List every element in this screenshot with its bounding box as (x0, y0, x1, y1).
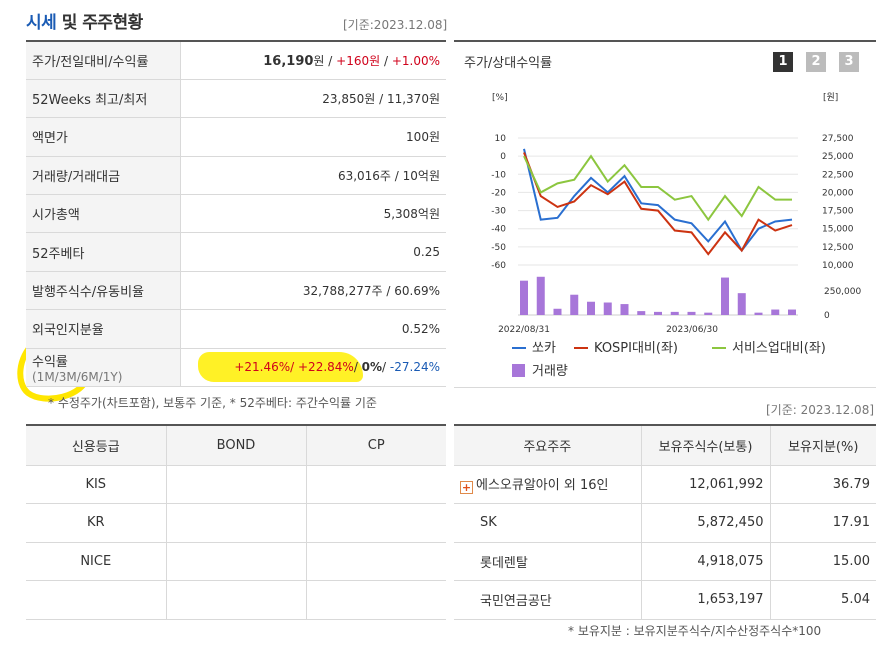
column-header: 보유지분(%) (770, 425, 876, 466)
volume-bar (687, 311, 696, 315)
volume-bar (788, 309, 796, 315)
table-row: 수익률 (1M/3M/6M/1Y) +21.46%/ +22.84%/ 0%/ -… (26, 348, 446, 388)
chart-tab-3[interactable]: 3 (839, 52, 859, 72)
right-tick-label: 10,000 (822, 261, 854, 271)
table-row: SK 5,872,450 17.91 (454, 503, 876, 543)
left-axis-unit: [%] (492, 93, 508, 103)
credit-rating-table: 신용등급 BOND CP KIS KR NICE (26, 424, 446, 620)
legend-label: 서비스업대비(좌) (732, 341, 826, 356)
table-row: 롯데렌탈 4,918,075 15.00 (454, 542, 876, 581)
volume-tick-label: 250,000 (824, 287, 861, 297)
left-tick-label: 10 (495, 134, 507, 144)
holder-name: SK (454, 503, 642, 543)
return-label: 수익률 (32, 354, 68, 370)
table-row: + 에스오큐알아이 외 16인 12,061,992 36.79 (454, 465, 876, 504)
right-tick-label: 15,000 (822, 225, 854, 235)
chart-tab-1[interactable]: 1 (773, 52, 793, 72)
right-tick-label: 17,500 (822, 207, 854, 217)
holders-reference-date: [기준: 2023.12.08] (766, 403, 875, 417)
right-tick-label: 12,500 (822, 243, 854, 253)
table-row: 액면가 100원 (26, 117, 446, 157)
price-info-table: 주가/전일대비/수익률 16,190원 / +160원 / +1.00% 52W… (26, 40, 446, 388)
table-header-row: 주요주주 보유주식수(보통) 보유지분(%) (454, 425, 876, 466)
table-row: 발행주식수/유동비율 32,788,277주 / 60.69% (26, 271, 446, 311)
volume-bar (603, 302, 612, 315)
chart-tab-2[interactable]: 2 (806, 52, 826, 72)
volume-bar (587, 301, 595, 315)
volume-bar (637, 311, 646, 315)
table-row: NICE (26, 542, 446, 581)
x-tick-label: 2023/06/30 (666, 325, 718, 335)
series-line (523, 154, 792, 222)
table-row: 국민연금공단 1,653,197 5.04 (454, 580, 876, 620)
holder-name: 국민연금공단 (454, 580, 642, 620)
volume-tick-label: 0 (824, 311, 830, 321)
right-tick-label: 27,500 (822, 134, 854, 144)
expand-plus-icon[interactable]: + (460, 481, 473, 495)
table-row: 거래량/거래대금 63,016주 / 10억원 (26, 156, 446, 196)
holder-name: 롯데렌탈 (454, 542, 642, 581)
volume-bar (570, 294, 579, 315)
x-tick-label: 2022/08/31 (498, 325, 550, 335)
holder-name: 에스오큐알아이 외 16인 (476, 478, 609, 494)
column-header: CP (306, 425, 446, 466)
major-shareholders-table: 주요주주 보유주식수(보통) 보유지분(%) + 에스오큐알아이 외 16인 12… (454, 424, 876, 620)
table-row: KR (26, 503, 446, 543)
table-row: 52주베타 0.25 (26, 232, 446, 272)
holders-note: * 보유지분 : 보유지분주식수/지수산정주식수*100 (568, 624, 822, 638)
price-change: +160원 (336, 53, 381, 68)
table-row: KIS (26, 465, 446, 504)
right-axis-unit: [원] (823, 92, 838, 103)
legend-label: KOSPI대비(좌) (594, 341, 678, 356)
volume-bar (737, 293, 746, 315)
left-tick-label: -20 (491, 188, 506, 198)
column-header: BOND (166, 425, 307, 466)
row-label: 주가/전일대비/수익률 (26, 41, 181, 80)
table-row: 외국인지분율 0.52% (26, 309, 446, 349)
volume-bar (620, 304, 629, 315)
return-period-label: (1M/3M/6M/1Y) (32, 369, 123, 384)
price-table-note: * 수정주가(차트포함), 보통주 기준, * 52주베타: 주간수익률 기준 (48, 396, 377, 410)
volume-bar (553, 308, 562, 315)
volume-bar (721, 277, 729, 315)
legend-label: 쏘카 (532, 341, 556, 356)
left-tick-label: -10 (491, 170, 506, 180)
table-header-row: 신용등급 BOND CP (26, 425, 446, 466)
left-tick-label: 0 (500, 152, 506, 162)
column-header: 보유주식수(보통) (641, 425, 771, 466)
right-tick-label: 25,000 (822, 152, 854, 162)
legend-swatch (512, 364, 525, 377)
right-tick-label: 22,500 (822, 170, 854, 180)
volume-bar (520, 280, 528, 315)
table-row: 시가총액 5,308억원 (26, 194, 446, 234)
volume-bar (754, 312, 763, 315)
table-row: 주가/전일대비/수익률 16,190원 / +160원 / +1.00% (26, 41, 446, 80)
page-title: 시세 및 주주현황 (26, 13, 143, 33)
series-line (523, 152, 793, 256)
column-header: 신용등급 (26, 425, 167, 466)
price-chart: [%] [원] 10 0 -10 -20 -30 -40 -50 -60 27,500 25,0… (491, 92, 861, 379)
left-tick-label: -60 (491, 261, 506, 271)
price-rate: +1.00% (391, 53, 440, 68)
right-tick-label: 20,000 (822, 188, 854, 198)
volume-bar (654, 311, 662, 315)
left-tick-label: -30 (491, 207, 506, 217)
table-row (26, 580, 446, 620)
column-header: 주요주주 (454, 425, 642, 466)
chart-panel: 주가/상대수익률 1 2 3 [%] [원] 10 0 -10 -20 -30 -40 -5… (454, 40, 876, 388)
volume-bar (670, 311, 679, 315)
legend-label: 거래량 (532, 364, 568, 379)
table-row: 52Weeks 최고/최저 23,850원 / 11,370원 (26, 79, 446, 119)
volume-bar (771, 309, 780, 315)
chart-title: 주가/상대수익률 (464, 56, 553, 71)
volume-bar (536, 276, 545, 315)
left-tick-label: -40 (491, 225, 506, 235)
volume-bar (704, 312, 713, 315)
left-tick-label: -50 (491, 243, 506, 253)
current-price: 16,190 (263, 53, 314, 69)
reference-date: [기준:2023.12.08] (343, 18, 448, 32)
